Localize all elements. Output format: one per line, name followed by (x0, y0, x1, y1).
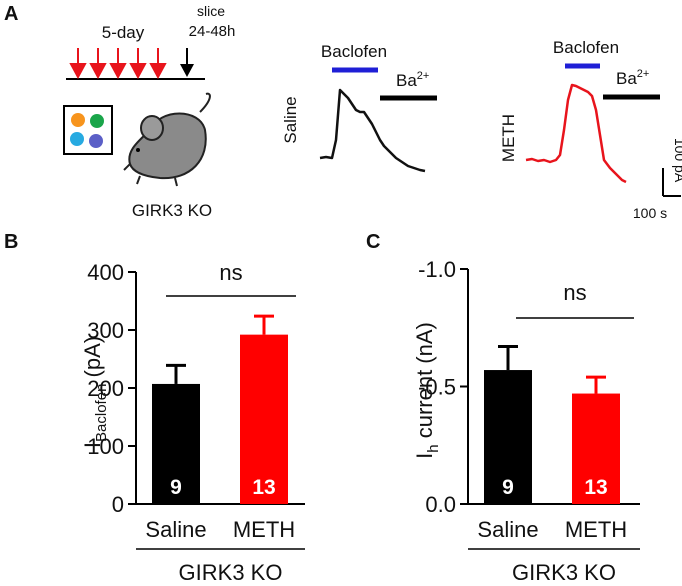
x-tick-label: Saline (477, 517, 538, 542)
y-tick-label: 200 (87, 376, 124, 401)
y-tick-label: -0.5 (418, 375, 456, 400)
y-label-rest: current (nA) (412, 322, 437, 444)
drug-label: Baclofen (553, 38, 619, 57)
scale-bar (662, 168, 681, 197)
blocker-base: Ba (616, 69, 637, 88)
scale-y-label: 100 pA (672, 138, 682, 183)
mouse-icon (123, 92, 211, 187)
y-label-main: I (412, 453, 437, 459)
n-label: 9 (170, 476, 182, 499)
pill-box (63, 105, 113, 155)
blocker-label: Ba2+ (396, 70, 429, 90)
y-label-main: I (80, 442, 105, 448)
drug-label: Baclofen (321, 42, 387, 61)
n-label: 13 (252, 476, 275, 499)
blocker-sup: 2+ (417, 70, 430, 82)
significance-label: ns (563, 280, 586, 305)
trace (319, 88, 426, 173)
slice-time: 24-48h (189, 23, 236, 40)
y-label-sub: Baclofen (93, 384, 110, 442)
panel-letter: B (4, 231, 18, 253)
group-label: GIRK3 KO (179, 560, 283, 585)
panel-letter: C (366, 231, 380, 253)
y-label-rest: (pA) (80, 336, 105, 384)
protocol-label: 5-day (102, 23, 145, 42)
bar (572, 393, 620, 504)
panel-a: A 5-day slice 24-48h GIRK3 KO Sa (4, 3, 682, 221)
scale-x-label: 100 s (633, 205, 667, 221)
y-tick-label: 100 (87, 434, 124, 459)
bar (240, 334, 288, 504)
slice-arrow (180, 48, 194, 77)
x-tick-label: METH (565, 517, 627, 542)
y-axis-label: IBaclofen (pA) (80, 336, 110, 448)
trace-label: Saline (281, 96, 300, 143)
group-label: GIRK3 KO (512, 560, 616, 585)
significance-label: ns (219, 260, 242, 285)
panel-letter: A (4, 3, 18, 25)
bar (484, 370, 532, 504)
blocker-label: Ba2+ (616, 68, 649, 88)
slice-label: slice (197, 3, 225, 19)
y-tick-label: 400 (87, 260, 124, 285)
injection-arrows (69, 48, 167, 80)
trace-label: METH (499, 114, 518, 162)
trace (525, 83, 627, 184)
y-tick-label: 0 (112, 492, 124, 517)
y-tick-label: 300 (87, 318, 124, 343)
n-label: 13 (584, 476, 607, 499)
mouse-label: GIRK3 KO (132, 201, 212, 220)
x-tick-label: METH (233, 517, 295, 542)
y-label-sub: h (425, 444, 442, 452)
y-axis-label: Ih current (nA) (412, 322, 442, 459)
x-tick-label: Saline (145, 517, 206, 542)
y-tick-label: 0.0 (425, 492, 456, 517)
y-tick-label: -1.0 (418, 257, 456, 282)
blocker-sup: 2+ (637, 68, 650, 80)
n-label: 9 (502, 476, 514, 499)
bar (152, 383, 200, 504)
blocker-base: Ba (396, 71, 417, 90)
